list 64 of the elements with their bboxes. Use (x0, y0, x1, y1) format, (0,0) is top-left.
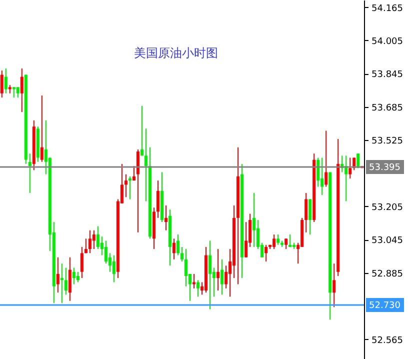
candlestick (40, 94, 44, 162)
y-tick-label: 53.685 (372, 103, 403, 114)
candlestick (276, 234, 280, 246)
candlestick (64, 267, 68, 296)
candlestick (88, 230, 92, 254)
candlestick (332, 263, 336, 308)
candlestick (92, 230, 96, 250)
candlestick (272, 234, 276, 250)
candlestick (4, 68, 8, 94)
candlestick (184, 248, 188, 287)
candlestick (128, 176, 132, 200)
candlestick (96, 226, 100, 250)
y-tick-label: 52.885 (372, 269, 403, 280)
ref-line-label: 52.730 (369, 301, 401, 312)
candlestick (316, 157, 320, 188)
candlestick (244, 222, 248, 258)
candlestick (144, 128, 148, 202)
text: 美国原油小时图 (134, 46, 218, 60)
candlestick (284, 238, 288, 250)
candlestick (180, 246, 184, 262)
candlestick (76, 271, 80, 283)
candlestick (124, 174, 128, 198)
candlestick (324, 130, 328, 188)
candlestick (192, 273, 196, 289)
candlestick (156, 180, 160, 218)
candlestick (220, 258, 224, 296)
candlestick (172, 238, 176, 260)
candlestick (20, 68, 24, 113)
candlestick (304, 192, 308, 233)
candlestick (12, 86, 16, 98)
candlestick (28, 153, 32, 194)
candlestick (84, 238, 88, 254)
candlestick (112, 254, 116, 283)
candlestick (216, 248, 220, 292)
candlestick (224, 265, 228, 289)
candlestick (252, 192, 256, 248)
ref-line-label: 53.395 (369, 163, 400, 174)
y-tick-label: 52.565 (372, 336, 403, 346)
y-tick-label: 54.005 (372, 36, 403, 47)
candlestick (264, 244, 268, 262)
candlestick (288, 234, 292, 248)
y-tick-label: 54.165 (372, 4, 403, 14)
candlestick (16, 86, 20, 98)
candlestick (72, 267, 76, 285)
candlestick (196, 280, 200, 298)
candlestick (320, 157, 324, 196)
candlestick (60, 263, 64, 304)
candlestick (348, 157, 352, 179)
candlestick (176, 234, 180, 256)
y-tick-label: 53.205 (372, 202, 403, 213)
candlestick (164, 204, 168, 231)
candlestick (140, 105, 144, 156)
candlestick (0, 70, 4, 98)
candlestick (80, 246, 84, 279)
y-tick-label: 53.525 (372, 136, 403, 147)
y-tick-label: 53.845 (372, 70, 403, 80)
candlestick (104, 240, 108, 264)
candlestick (136, 148, 140, 233)
y-tick-label: 53.045 (372, 236, 403, 246)
candlestick (308, 198, 312, 235)
candlestick (132, 166, 136, 182)
candlestick (56, 256, 60, 294)
candlestick (208, 240, 212, 310)
candlestick (68, 256, 72, 302)
